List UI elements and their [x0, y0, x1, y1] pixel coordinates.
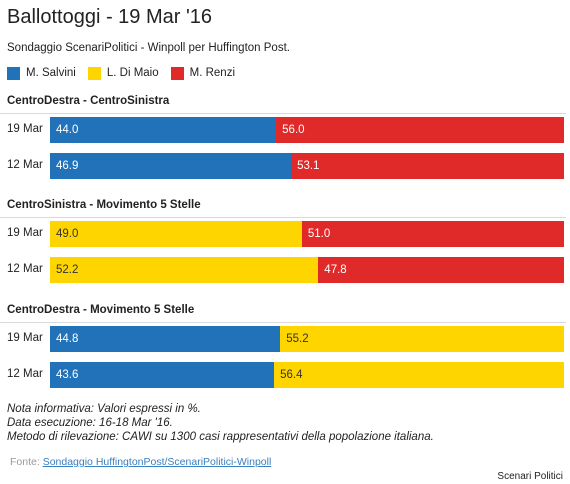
bar-value-label: 44.0: [56, 124, 79, 136]
chart-title: Ballottoggi - 19 Mar '16: [7, 6, 213, 28]
bar-value-label: 56.0: [282, 124, 305, 136]
legend-swatch-di-maio: [87, 66, 101, 80]
source-link[interactable]: Sondaggio HuffingtonPost/ScenariPolitici…: [42, 456, 272, 468]
group-divider: [0, 217, 566, 218]
bar-value-label: 53.1: [297, 160, 320, 172]
bar-value-label: 52.2: [56, 264, 79, 276]
legend-item-renzi: M. Renzi: [170, 66, 236, 80]
legend: M. Salvini L. Di Maio M. Renzi: [7, 66, 247, 80]
row-label: 12 Mar: [7, 159, 43, 171]
bar-segment: 47.8: [318, 257, 564, 283]
note-date: Data esecuzione: 16-18 Mar '16.: [7, 417, 173, 429]
stacked-bar: 44.8 55.2: [50, 326, 564, 352]
bar-value-label: 46.9: [56, 160, 79, 172]
source-prefix: Fonte:: [10, 456, 43, 468]
bar-value-label: 47.8: [324, 264, 347, 276]
stacked-bar: 52.2 47.8: [50, 257, 564, 283]
chart-subtitle: Sondaggio ScenariPolitici - Winpoll per …: [7, 42, 290, 54]
group-title: CentroSinistra - Movimento 5 Stelle: [7, 199, 201, 211]
bar-segment: 56.4: [274, 362, 564, 388]
bar-segment: 53.1: [291, 153, 564, 179]
bar-segment: 49.0: [50, 221, 302, 247]
legend-label-renzi: M. Renzi: [189, 67, 236, 79]
row-label: 12 Mar: [7, 368, 43, 380]
note-info: Nota informativa: Valori espressi in %.: [7, 403, 201, 415]
group-divider: [0, 322, 566, 323]
bar-segment: 46.9: [50, 153, 292, 179]
bar-value-label: 56.4: [280, 369, 303, 381]
credit: Scenari Politici: [497, 471, 563, 482]
bar-segment: 52.2: [50, 257, 319, 283]
stacked-bar: 46.9 53.1: [50, 153, 564, 179]
bar-value-label: 51.0: [307, 228, 331, 240]
bar-value-label: 49.0: [56, 228, 79, 240]
legend-label-di-maio: L. Di Maio: [106, 67, 159, 79]
stacked-bar: 43.6 56.4: [50, 362, 564, 388]
row-label: 12 Mar: [7, 263, 43, 275]
row-label: 19 Mar: [7, 227, 43, 239]
bar-segment: 44.0: [50, 117, 277, 143]
bar-segment: 56.0: [276, 117, 564, 143]
bar-segment: 44.8: [50, 326, 281, 352]
bar-segment: 43.6: [50, 362, 275, 388]
legend-swatch-salvini: [7, 66, 20, 80]
group-title: CentroDestra - CentroSinistra: [7, 95, 170, 107]
row-label: 19 Mar: [7, 332, 43, 344]
bar-segment: 55.2: [280, 326, 564, 352]
legend-swatch-renzi: [170, 66, 184, 80]
group-divider: [0, 113, 566, 114]
legend-item-di-maio: L. Di Maio: [87, 66, 159, 80]
stacked-bar: 49.0 51.0: [50, 221, 564, 247]
bar-value-label: 44.8: [56, 333, 79, 345]
legend-item-salvini: M. Salvini: [7, 66, 76, 80]
stacked-bar: 44.0 56.0: [50, 117, 564, 143]
group-title: CentroDestra - Movimento 5 Stelle: [7, 304, 195, 316]
bar-value-label: 55.2: [286, 333, 309, 345]
legend-label-salvini: M. Salvini: [26, 67, 76, 79]
note-method: Metodo di rilevazione: CAWI su 1300 casi…: [7, 431, 434, 443]
row-label: 19 Mar: [7, 123, 43, 135]
bar-segment: 51.0: [301, 221, 564, 247]
bar-value-label: 43.6: [56, 369, 79, 381]
source-line: Fonte: Sondaggio HuffingtonPost/ScenariP…: [10, 456, 271, 468]
